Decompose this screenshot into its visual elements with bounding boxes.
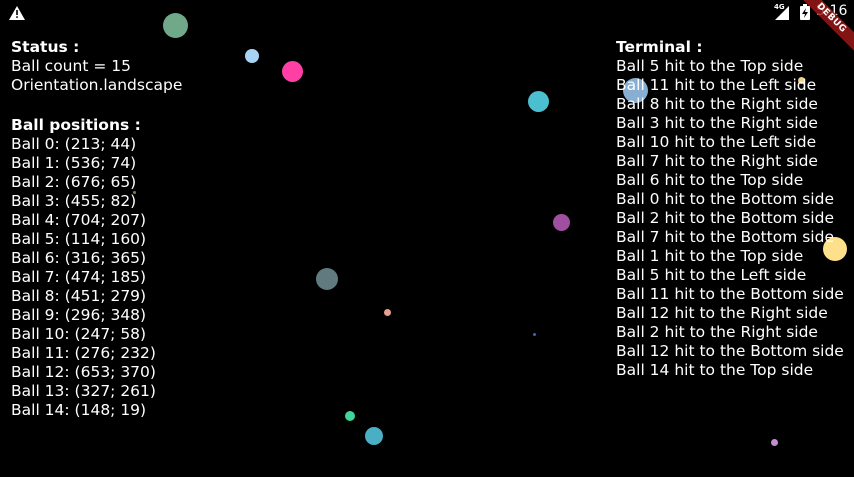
terminal-line: Ball 3 hit to the Right side [616, 114, 818, 132]
ball-8 [365, 427, 383, 445]
terminal-line: Ball 11 hit to the Left side [616, 76, 817, 94]
terminal-line: Ball 12 hit to the Right side [616, 304, 828, 322]
ball-7 [345, 411, 355, 421]
terminal-heading: Terminal : [616, 38, 703, 56]
ball-position-item: Ball 3: (455; 82) [11, 192, 137, 210]
ball-position-item: Ball 12: (653; 370) [11, 363, 156, 381]
ball-3 [528, 91, 549, 112]
ball-position-item: Ball 5: (114; 160) [11, 230, 147, 248]
ball-position-item: Ball 7: (474; 185) [11, 268, 147, 286]
ball-count-text: Ball count = 15 [11, 57, 131, 75]
terminal-line: Ball 10 hit to the Left side [616, 133, 817, 151]
terminal-line: Ball 1 hit to the Top side [616, 247, 804, 265]
terminal-line: Ball 11 hit to the Bottom side [616, 285, 844, 303]
terminal-panel: Terminal : Ball 5 hit to the Top side Ba… [616, 38, 851, 380]
terminal-line: Ball 14 hit to the Top side [616, 361, 814, 379]
ball-position-item: Ball 9: (296; 348) [11, 306, 147, 324]
terminal-line: Ball 12 hit to the Bottom side [616, 342, 844, 360]
ball-position-item: Ball 2: (676; 65) [11, 173, 137, 191]
status-bar-clock: 5:16 [816, 3, 848, 19]
ball-9 [771, 439, 778, 446]
status-heading: Status : [11, 38, 80, 56]
ball-4 [553, 214, 570, 231]
ball-5 [316, 268, 338, 290]
warning-triangle-icon [9, 6, 25, 20]
terminal-line: Ball 0 hit to the Bottom side [616, 190, 834, 208]
terminal-line: Ball 2 hit to the Right side [616, 323, 818, 341]
ball-13 [533, 333, 536, 336]
terminal-line: Ball 2 hit to the Bottom side [616, 209, 834, 227]
ball-position-item: Ball 0: (213; 44) [11, 135, 137, 153]
battery-charging-icon [800, 4, 810, 20]
ball-position-item: Ball 8: (451; 279) [11, 287, 147, 305]
ball-6 [384, 309, 391, 316]
ball-2 [282, 61, 303, 82]
ball-11 [798, 77, 805, 84]
ball-position-item: Ball 1: (536; 74) [11, 154, 137, 172]
ball-positions-heading: Ball positions : [11, 116, 141, 134]
ball-10 [623, 78, 648, 103]
ball-position-item: Ball 6: (316; 365) [11, 249, 147, 267]
terminal-line: Ball 6 hit to the Top side [616, 171, 804, 189]
ball-0 [163, 13, 188, 38]
terminal-line: Ball 8 hit to the Right side [616, 95, 818, 113]
terminal-line: Ball 7 hit to the Right side [616, 152, 818, 170]
status-panel: Status : Ball count = 15 Orientation.lan… [11, 38, 241, 420]
orientation-text: Orientation.landscape [11, 76, 183, 94]
network-type-label: 4G [774, 3, 785, 11]
ball-12 [823, 237, 847, 261]
ball-position-item: Ball 4: (704; 207) [11, 211, 147, 229]
terminal-line: Ball 7 hit to the Bottom side [616, 228, 834, 246]
terminal-line: Ball 5 hit to the Left side [616, 266, 807, 284]
terminal-line: Ball 5 hit to the Top side [616, 57, 804, 75]
terminal-log: Ball 5 hit to the Top side Ball 11 hit t… [616, 57, 851, 380]
cell-signal-icon [775, 6, 789, 20]
ball-1 [245, 49, 259, 63]
ball-14 [133, 191, 136, 194]
ball-position-item: Ball 13: (327; 261) [11, 382, 156, 400]
ball-position-item: Ball 14: (148; 19) [11, 401, 147, 419]
ball-position-item: Ball 11: (276; 232) [11, 344, 156, 362]
ball-position-item: Ball 10: (247; 58) [11, 325, 147, 343]
ball-positions-list: Ball 0: (213; 44) Ball 1: (536; 74) Ball… [11, 135, 241, 420]
